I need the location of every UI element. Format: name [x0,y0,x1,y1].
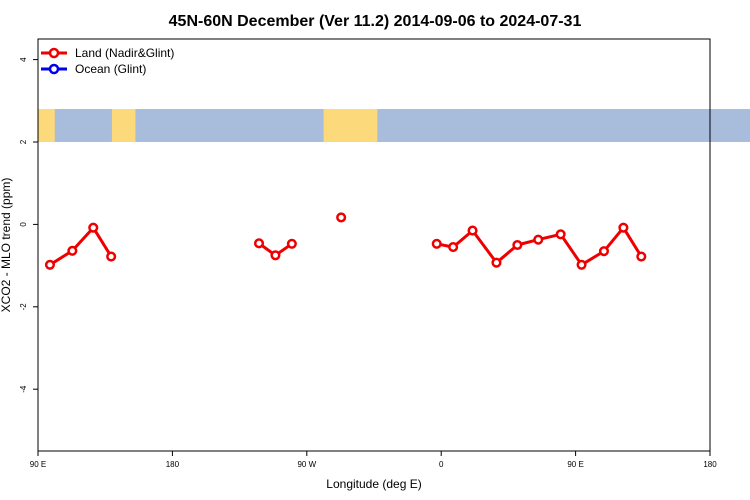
x-tick-label: 180 [166,460,180,469]
map-band [38,109,750,142]
data-point [636,251,647,262]
series-layer [44,212,647,270]
data-point [467,225,478,236]
legend-label-land: Land (Nadir&Glint) [75,46,174,60]
data-point [598,246,610,257]
map-band-ocean [441,128,475,142]
x-tick-label: 90 E [30,460,46,469]
x-tick-label: 0 [439,460,444,469]
data-point [286,238,297,249]
series-line [436,226,643,267]
legend-marker-land [48,47,60,59]
data-point [67,245,78,256]
data-point [448,242,459,253]
legend-marker-ocean [48,63,60,75]
y-tick-label: 4 [19,57,28,62]
legend-entry-land: Land (Nadir&Glint) [41,46,174,60]
map-band-ocean [662,118,677,136]
chart-title: 45N-60N December (Ver 11.2) 2014-09-06 t… [169,13,582,30]
x-axis-label: Longitude (deg E) [326,477,421,491]
data-point [533,234,544,245]
map-band-ocean [421,115,448,133]
data-point [44,259,55,270]
map-band-ocean [464,109,485,119]
data-point [555,229,566,240]
x-tick-label: 90 W [297,460,316,469]
legend-entry-ocean: Ocean (Glint) [41,62,146,76]
legend-label-ocean: Ocean (Glint) [75,62,146,76]
x-tick-label: 180 [703,460,717,469]
data-point [336,212,347,223]
data-point [106,251,117,262]
plot-frame [37,38,711,452]
series-line [49,226,113,267]
y-tick-label: 2 [19,139,28,144]
data-point [431,238,442,249]
data-point [253,238,265,249]
data-point [618,222,629,233]
y-tick-label: -4 [19,385,28,393]
data-point [576,259,587,270]
x-tick-label: 90 E [567,460,583,469]
y-axis: 4 2 0 -2 -4 [19,57,38,393]
legend: Land (Nadir&Glint) Ocean (Glint) [41,46,174,76]
y-axis-label: XCO2 - MLO trend (ppm) [0,178,13,313]
data-point [270,250,281,261]
map-band-ocean [54,109,112,142]
x-axis: 90 E 180 90 W 0 90 E 180 [30,451,717,469]
y-tick-label: -2 [19,303,28,311]
data-point [88,222,99,233]
data-point [491,257,502,268]
map-band-ocean [679,109,710,142]
data-point [512,239,523,251]
y-tick-label: 0 [19,222,28,227]
map-band-ocean [135,109,324,142]
